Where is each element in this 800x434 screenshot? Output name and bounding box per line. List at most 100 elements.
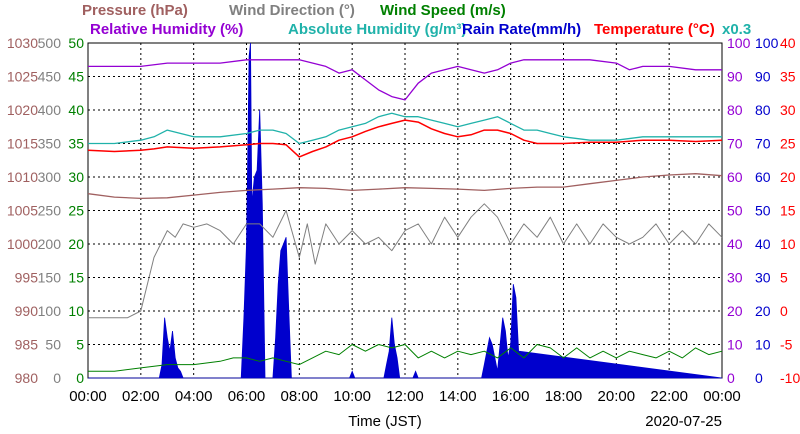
x-tick-label: 02:00: [122, 388, 160, 405]
temperature-tick-label: 30: [780, 102, 796, 118]
rain_rate-tick-label: 90: [755, 69, 771, 85]
temperature-tick-label: 25: [780, 136, 796, 152]
temperature-tick-label: 35: [780, 69, 796, 85]
pressure-tick-label: 1030: [7, 35, 38, 51]
wind_speed-tick-label: 30: [68, 169, 84, 185]
wind_speed-tick-label: 45: [68, 69, 84, 85]
x-tick-label: 14:00: [439, 388, 477, 405]
rain_rate-tick-label: 40: [755, 236, 771, 252]
x-tick-label: 22:00: [650, 388, 688, 405]
temperature-tick-label: 0: [780, 303, 788, 319]
relative_humidity-tick-label: 10: [727, 337, 743, 353]
rain_rate-tick-label: 30: [755, 270, 771, 286]
rain_rate-tick-label: 50: [755, 203, 771, 219]
wind_speed-tick-label: 0: [76, 370, 84, 386]
x-tick-label: 10:00: [333, 388, 371, 405]
wind_direction-tick-label: 500: [38, 35, 62, 51]
pressure-tick-label: 1020: [7, 102, 38, 118]
x-tick-label: 04:00: [175, 388, 213, 405]
relative_humidity-tick-label: 30: [727, 270, 743, 286]
wind_direction-tick-label: 0: [53, 370, 61, 386]
x-axis-label: Time (JST): [348, 413, 422, 430]
wind-direction-line: [88, 203, 723, 319]
legend-wind-direction: Wind Direction (°): [229, 2, 355, 19]
x-tick-label: 00:00: [69, 388, 107, 405]
rain_rate-tick-label: 80: [755, 102, 771, 118]
legend-temperature-c: Temperature (°C): [594, 21, 715, 38]
temperature-tick-label: -10: [780, 370, 800, 386]
relative_humidity-tick-label: 100: [727, 35, 751, 51]
wind_speed-tick-label: 25: [68, 203, 84, 219]
rain-rate-mm-h-area: [88, 42, 723, 379]
series-layer: [87, 42, 723, 379]
temperature-tick-label: -5: [780, 337, 793, 353]
legend-wind-speed-m-s: Wind Speed (m/s): [380, 2, 506, 19]
relative_humidity-tick-label: 50: [727, 203, 743, 219]
relative_humidity-tick-label: 80: [727, 102, 743, 118]
x-tick-label: 18:00: [545, 388, 583, 405]
wind_direction-tick-label: 300: [38, 169, 62, 185]
wind_speed-tick-label: 15: [68, 270, 84, 286]
legend-x0-3: x0.3: [722, 21, 751, 38]
relative_humidity-tick-label: 90: [727, 69, 743, 85]
x-tick-label: 06:00: [228, 388, 266, 405]
wind_direction-tick-label: 150: [38, 270, 62, 286]
wind_speed-tick-label: 50: [68, 35, 84, 51]
relative_humidity-tick-label: 60: [727, 169, 743, 185]
relative_humidity-tick-label: 70: [727, 136, 743, 152]
wind_speed-tick-label: 40: [68, 102, 84, 118]
temperature-tick-label: 40: [780, 35, 796, 51]
legend-relative-humidity: Relative Humidity (%): [90, 21, 243, 38]
pressure-tick-label: 1015: [7, 136, 38, 152]
rain_rate-tick-label: 10: [755, 337, 771, 353]
wind_direction-tick-label: 200: [38, 236, 62, 252]
rain_rate-tick-label: 100: [755, 35, 779, 51]
wind_direction-tick-label: 450: [38, 69, 62, 85]
wind-speed-m-s-line: [88, 344, 723, 372]
rain_rate-tick-label: 20: [755, 303, 771, 319]
wind_direction-tick-label: 100: [38, 303, 62, 319]
axis-layer: 1030102510201015101010051000995990985980…: [7, 35, 800, 430]
x-tick-label: 20:00: [598, 388, 636, 405]
wind_direction-tick-label: 350: [38, 136, 62, 152]
temperature-tick-label: 15: [780, 203, 796, 219]
legend-pressure-hpa: Pressure (hPa): [82, 2, 188, 19]
pressure-tick-label: 995: [15, 270, 39, 286]
wind_direction-tick-label: 50: [45, 337, 61, 353]
pressure-tick-label: 1005: [7, 203, 38, 219]
x-tick-label: 16:00: [492, 388, 530, 405]
temperature-tick-label: 20: [780, 169, 796, 185]
wind_speed-tick-label: 5: [76, 337, 84, 353]
pressure-tick-label: 1025: [7, 69, 38, 85]
absolute-humidity-g-m-line: [88, 112, 722, 145]
wind_speed-tick-label: 35: [68, 136, 84, 152]
pressure-tick-label: 1010: [7, 169, 38, 185]
wind_speed-tick-label: 20: [68, 236, 84, 252]
pressure-tick-label: 1000: [7, 236, 38, 252]
wind_speed-tick-label: 10: [68, 303, 84, 319]
rain_rate-tick-label: 70: [755, 136, 771, 152]
wind_direction-tick-label: 400: [38, 102, 62, 118]
pressure-tick-label: 990: [15, 303, 39, 319]
grid-layer: [87, 42, 723, 379]
rain_rate-tick-label: 0: [755, 370, 763, 386]
pressure-tick-label: 980: [15, 370, 39, 386]
x-tick-label: 08:00: [281, 388, 319, 405]
relative-humidity-line: [88, 59, 722, 101]
temperature-tick-label: 5: [780, 270, 788, 286]
x-tick-label: 00:00: [703, 388, 741, 405]
relative_humidity-tick-label: 0: [727, 370, 735, 386]
temperature-tick-label: 10: [780, 236, 796, 252]
relative_humidity-tick-label: 20: [727, 303, 743, 319]
legend-layer: Pressure (hPa) Wind Direction (°) Wind Spe…: [82, 2, 751, 38]
temperature-c-line: [87, 119, 723, 158]
relative_humidity-tick-label: 40: [727, 236, 743, 252]
chart-date: 2020-07-25: [645, 413, 722, 430]
wind_direction-tick-label: 250: [38, 203, 62, 219]
x-tick-label: 12:00: [386, 388, 424, 405]
legend-rain-rate-mm-h: Rain Rate(mm/h): [462, 21, 581, 38]
pressure-tick-label: 985: [15, 337, 39, 353]
legend-absolute-humidity-g-m: Absolute Humidity (g/m³): [288, 21, 466, 38]
